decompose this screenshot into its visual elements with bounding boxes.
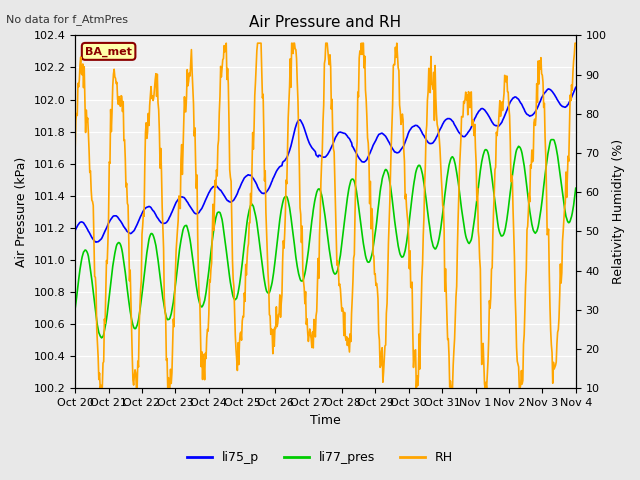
- Text: BA_met: BA_met: [85, 46, 132, 57]
- Y-axis label: Air Pressure (kPa): Air Pressure (kPa): [15, 156, 28, 267]
- Text: No data for f_AtmPres: No data for f_AtmPres: [6, 14, 129, 25]
- Y-axis label: Relativity Humidity (%): Relativity Humidity (%): [612, 139, 625, 284]
- Title: Air Pressure and RH: Air Pressure and RH: [250, 15, 401, 30]
- Legend: li75_p, li77_pres, RH: li75_p, li77_pres, RH: [182, 446, 458, 469]
- X-axis label: Time: Time: [310, 414, 341, 427]
